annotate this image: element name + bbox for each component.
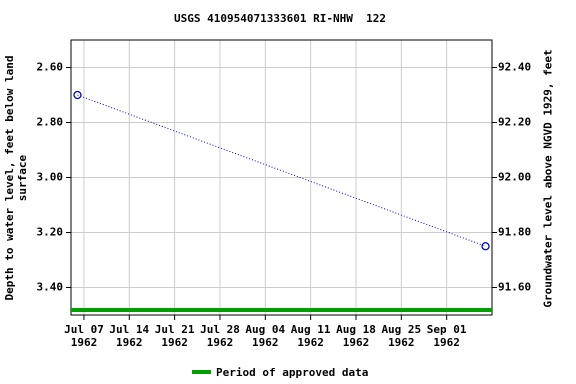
data-point [481,242,490,251]
y-tick-label: 2.60 [37,61,64,74]
x-tick-label: Aug 25 1962 [381,323,422,349]
y2-tick-label: 91.80 [498,226,531,239]
x-tick-label: Jul 14 1962 [109,323,150,349]
y2-tick-label: 91.60 [498,281,531,294]
x-tick-label: Sep 01 1962 [426,323,467,349]
data-point [73,90,82,100]
y-axis-label: Depth to water level, feet below land su… [3,55,29,301]
x-tick-label: Jul 07 1962 [64,323,104,349]
y-tick-label: 3.00 [37,171,64,184]
x-tick-label: Jul 28 1962 [200,323,240,349]
x-tick-label: Jul 21 1962 [154,323,195,349]
x-tick-label: Aug 04 1962 [245,323,286,349]
data-line [77,94,486,247]
chart-title: USGS 410954071333601 RI-NHW 122 [174,12,386,25]
y2-tick-label: 92.00 [498,171,531,184]
legend-label: Period of approved data [216,366,368,379]
y-tick-label: 3.20 [37,226,64,239]
y-tick-label: 3.40 [37,281,64,294]
y2-axis-label: Groundwater level above NGVD 1929, feet [541,48,555,308]
y2-tick-label: 92.20 [498,116,531,129]
plot-frame [70,39,493,316]
y2-tick-label: 92.40 [498,61,531,74]
y-tick-label: 2.80 [37,116,64,129]
x-tick-label: Aug 18 1962 [336,323,376,349]
x-tick-label: Aug 11 1962 [290,323,331,349]
